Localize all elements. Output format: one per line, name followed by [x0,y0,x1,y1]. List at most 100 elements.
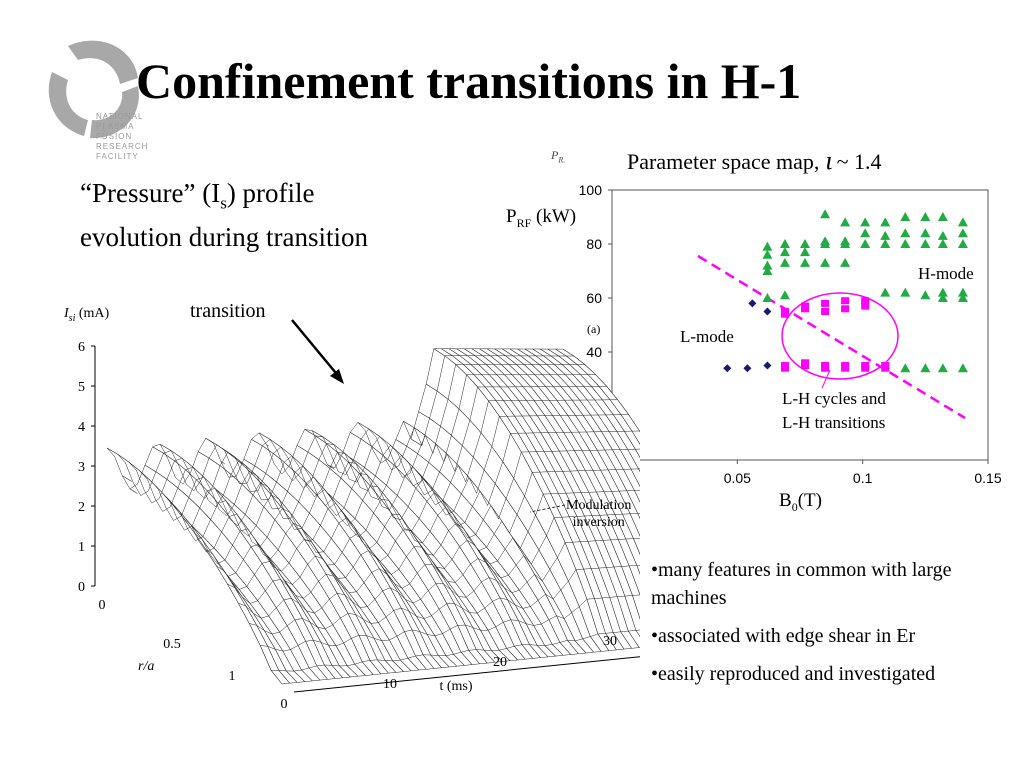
hmode-point [900,239,911,248]
hmode-point [937,239,948,248]
heading-line2: evolution during transition [80,222,368,253]
r-tick-label: 1 [229,669,236,684]
hmode-point [880,239,891,248]
surface-gridline [117,355,574,496]
transition-label: transition [190,300,266,322]
surface-mesh [106,348,640,685]
hmode-point [800,257,811,267]
lh-point [841,364,850,372]
surface-gridline [183,430,640,553]
chart-annotation: L-H cycles and [782,389,886,408]
surface-gridline [271,629,640,672]
hmode-point [957,293,968,302]
r-tick-label: 0.5 [163,637,181,652]
t-tick-label: 0 [281,697,288,712]
hmode-point [779,257,790,267]
heading-part2: ) profile [226,178,315,208]
modulation-inversion-label: Modulation inversion [566,498,632,530]
hmode-point [937,212,948,221]
chart-axes: 02040608010000.050.10.15 [579,182,1002,486]
chart-corner-label: PR. [551,148,566,165]
lh-point [881,364,890,372]
hmode-point [920,228,931,238]
lh-point [821,308,830,315]
surface-gridline [205,468,640,577]
t-axis-line [293,656,640,693]
lh-point [861,297,870,305]
y-axis-label: PRF (kW) [506,206,577,230]
lmode-point [763,307,772,316]
hmode-point [957,363,968,373]
surface-gridline [249,564,640,635]
x-axis-label: B0(T) [779,490,822,514]
surface-gridline [216,490,640,590]
hmode-point [937,230,948,240]
hmode-point [880,230,891,240]
surface-gridline [227,513,640,604]
lh-point [861,364,870,372]
lh-point [821,299,830,307]
surface-gridline [161,399,618,531]
lmode-point [748,299,757,308]
hmode-point [860,239,871,248]
y-tick-label: 100 [579,182,603,198]
transition-arrow-head [330,369,344,384]
hmode-point [762,293,773,302]
lmode-point [763,361,772,370]
bullet-list: •many features in common with large mach… [651,556,1011,698]
hmode-point [840,217,851,227]
plot-frame [611,189,989,461]
lh-pointer-line [821,369,831,389]
z-tick-label: 1 [78,540,85,555]
hmode-point [957,239,968,248]
hmode-point [900,363,911,373]
chart-annotation: L-H transitions [782,413,885,432]
hmode-point [920,212,931,221]
hmode-point [800,247,811,257]
t-axis-label: t (ms) [439,679,472,694]
y-tick-label: 40 [586,344,602,360]
x-tick-label: 0.05 [724,470,751,486]
hmode-point [762,249,773,259]
pressure-surface-plot: 0 1 2 3 4 5 6 0 0.5 1 r/a 0 10 20 30 t (ms) [78,319,640,712]
lh-point [841,305,850,313]
chart-annotation: H-mode [918,264,974,283]
hmode-point [779,247,790,257]
hmode-point [937,287,948,297]
r-axis-label: r/a [138,659,154,674]
lh-point [780,364,789,372]
hmode-point [920,363,931,373]
hmode-point [957,217,968,227]
surface-gridline [128,364,585,504]
surface-labels: 0 1 2 3 4 5 6 0 0.5 1 r/a 0 10 20 30 t (ms) [78,319,617,712]
hmode-point [900,212,911,221]
logo-text-line3: FUSION [96,132,133,141]
hmode-point [820,257,831,267]
lh-point [821,364,830,372]
hmode-point [957,287,968,297]
logo-text-line2: PLASMA [96,122,135,131]
logo-text-line4: RESEARCH [96,142,149,151]
bullet-item: •associated with edge shear in Er [651,625,916,647]
bullet-item: •many features in common with large mach… [651,559,952,609]
surface-axes [91,345,640,693]
hmode-point [762,241,773,251]
t-tick-label: 30 [603,634,617,649]
hmode-point [820,209,831,219]
lh-point [801,362,810,369]
panel-label: (a) [587,322,600,336]
surface-gridline [281,647,640,685]
y-tick-label: 80 [586,236,602,252]
iota-symbol: ι [825,146,833,175]
lh-boundary-line [697,254,966,420]
lh-point [780,310,789,318]
logo-text-line5: FACILITY [96,152,139,161]
x-tick-label: 0.15 [974,470,1001,486]
z-tick-label: 5 [78,380,85,395]
chart-annotation: L-mode [680,327,734,346]
surface-gridline [172,414,629,542]
transition-arrow-line [291,319,341,379]
hmode-point [779,290,790,300]
lh-point [861,302,870,310]
z-axis-label: Isi (mA) [64,306,110,324]
